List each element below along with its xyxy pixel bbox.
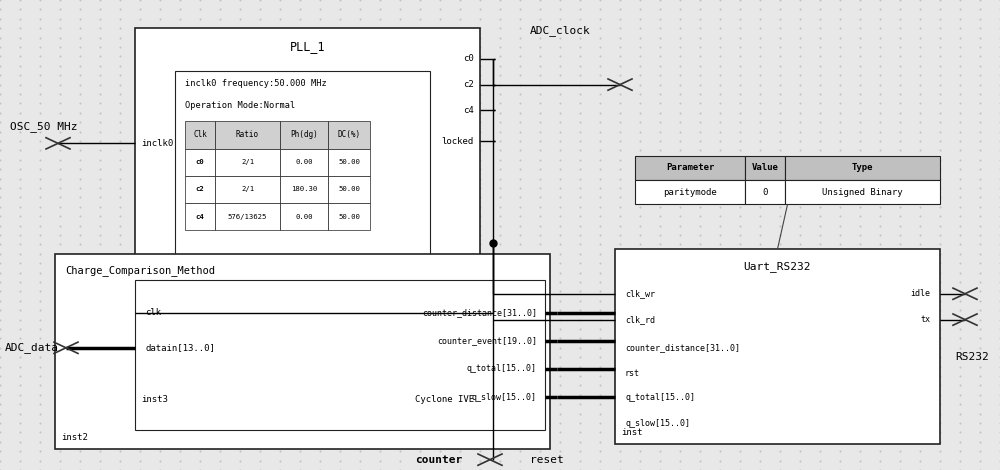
Bar (185, 121, 215, 149)
Bar (280, 176, 328, 203)
Text: locked: locked (442, 136, 474, 146)
Text: idle: idle (910, 289, 930, 298)
Bar (785, 180, 940, 204)
Text: 50.00: 50.00 (338, 187, 360, 192)
Bar (135, 280, 545, 430)
Text: counter_event[19..0]: counter_event[19..0] (437, 336, 537, 345)
Bar (215, 149, 280, 176)
Bar (135, 28, 480, 414)
Bar (328, 176, 370, 203)
Text: inst3: inst3 (141, 395, 168, 404)
Text: Ph(dg): Ph(dg) (290, 130, 318, 140)
Text: 2/1: 2/1 (241, 187, 254, 192)
Text: reset: reset (530, 454, 564, 465)
Text: inst: inst (621, 428, 642, 437)
Text: PLL_1: PLL_1 (290, 40, 325, 53)
Text: c0: c0 (463, 54, 474, 63)
Text: c2: c2 (196, 187, 204, 192)
Text: Uart_RS232: Uart_RS232 (744, 261, 811, 272)
Text: q_total[15..0]: q_total[15..0] (625, 392, 695, 402)
Text: clk: clk (145, 308, 161, 317)
Bar (745, 180, 785, 204)
Bar (215, 203, 280, 230)
Bar (785, 156, 940, 180)
Text: Ratio: Ratio (236, 130, 259, 140)
Text: 50.00: 50.00 (338, 214, 360, 219)
Text: rst: rst (625, 369, 640, 378)
Bar (615, 249, 940, 444)
Text: 2/1: 2/1 (241, 159, 254, 165)
Text: Value: Value (752, 163, 778, 172)
Text: inclk0: inclk0 (141, 139, 173, 148)
Text: inst2: inst2 (61, 433, 88, 442)
Text: c0: c0 (196, 159, 204, 165)
Bar (175, 70, 430, 329)
Text: 50.00: 50.00 (338, 159, 360, 165)
Text: datain[13..0]: datain[13..0] (145, 343, 215, 352)
Text: counter: counter (415, 454, 462, 465)
Text: ADC_data: ADC_data (5, 342, 59, 353)
Text: c2: c2 (463, 80, 474, 89)
Text: OSC_50 MHz: OSC_50 MHz (10, 121, 78, 133)
Bar (185, 176, 215, 203)
Text: ADC_clock: ADC_clock (530, 25, 591, 36)
Text: Parameter: Parameter (666, 163, 714, 172)
Text: q_slow[15..0]: q_slow[15..0] (625, 418, 690, 428)
Text: RS232: RS232 (955, 352, 989, 362)
Text: counter_distance[31..0]: counter_distance[31..0] (422, 308, 537, 317)
Bar (185, 149, 215, 176)
Bar (215, 176, 280, 203)
Text: c4: c4 (196, 214, 204, 219)
Bar (55, 254, 550, 449)
Text: c4: c4 (463, 106, 474, 115)
Text: 0.00: 0.00 (295, 159, 313, 165)
Text: 0: 0 (762, 188, 768, 197)
Bar (215, 121, 280, 149)
Text: tx: tx (920, 315, 930, 324)
Bar (328, 203, 370, 230)
Text: 0.00: 0.00 (295, 214, 313, 219)
Text: inclk0 frequency:50.000 MHz: inclk0 frequency:50.000 MHz (185, 79, 327, 88)
Bar (280, 203, 328, 230)
Text: Type: Type (852, 163, 873, 172)
Text: q_total[15..0]: q_total[15..0] (467, 364, 537, 374)
Text: q_slow[15..0]: q_slow[15..0] (472, 392, 537, 402)
Text: 180.30: 180.30 (291, 187, 317, 192)
Bar (635, 156, 745, 180)
Text: Clk: Clk (193, 130, 207, 140)
Text: paritymode: paritymode (663, 188, 717, 197)
Bar (328, 121, 370, 149)
Bar (280, 121, 328, 149)
Bar (635, 180, 745, 204)
Bar (328, 149, 370, 176)
Text: clk_rd: clk_rd (625, 315, 655, 324)
Text: 576/13625: 576/13625 (228, 214, 267, 219)
Text: Cyclone IVE: Cyclone IVE (415, 395, 474, 404)
Bar (745, 156, 785, 180)
Text: Unsigned Binary: Unsigned Binary (822, 188, 903, 197)
Text: Charge_Comparison_Method: Charge_Comparison_Method (65, 266, 215, 276)
Text: clk_wr: clk_wr (625, 289, 655, 298)
Text: counter_distance[31..0]: counter_distance[31..0] (625, 343, 740, 352)
Bar (280, 149, 328, 176)
Text: Operation Mode:Normal: Operation Mode:Normal (185, 101, 295, 110)
Bar (185, 203, 215, 230)
Text: DC(%): DC(%) (337, 130, 361, 140)
